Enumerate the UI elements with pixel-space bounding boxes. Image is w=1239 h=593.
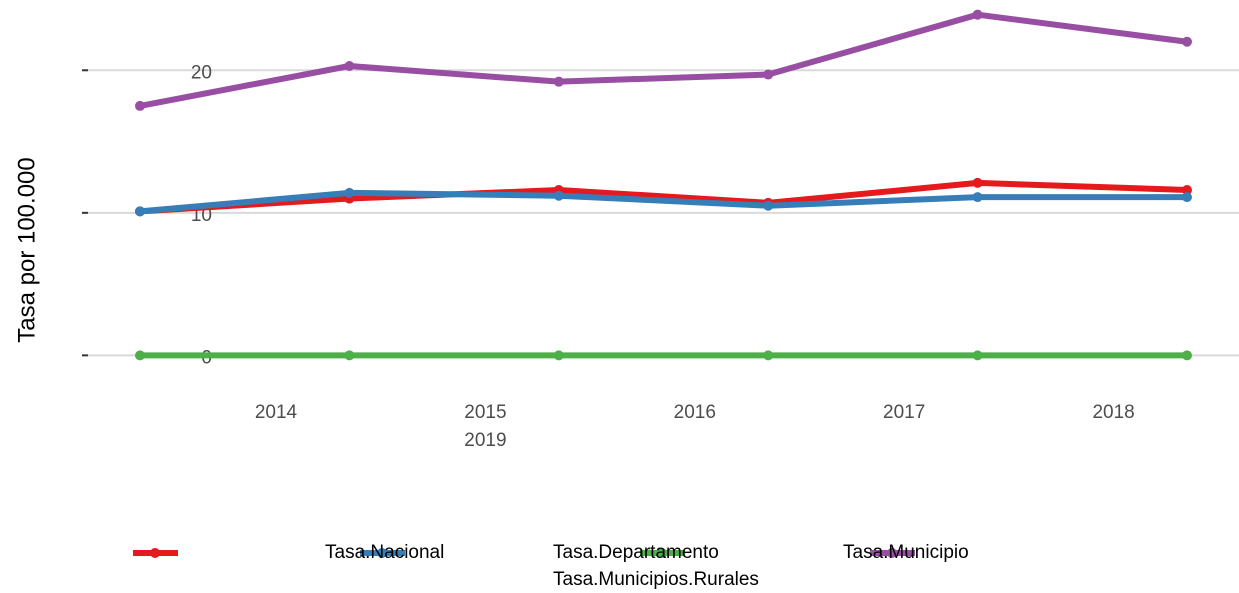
y-tick-label: 20	[191, 62, 212, 83]
legend-label: Tasa.Departamento	[553, 542, 719, 563]
point	[972, 192, 983, 203]
series-line	[139, 179, 1188, 215]
point	[344, 187, 355, 198]
point	[1182, 36, 1192, 47]
point	[1182, 350, 1192, 361]
legend-label: Tasa.Municipio	[843, 542, 969, 563]
point	[553, 76, 564, 87]
y-axis-label: Tasa por 100.000	[13, 157, 40, 342]
point	[972, 177, 983, 188]
x-tick-label: 2019	[464, 430, 506, 451]
point	[763, 350, 774, 361]
point	[972, 350, 983, 361]
legend-label: Tasa.Nacional	[325, 542, 444, 563]
x-tick-label: 2014	[255, 402, 298, 423]
legend-key-point	[377, 548, 387, 558]
x-tick-label: 2017	[883, 402, 925, 423]
x-tick-label: 2016	[674, 402, 716, 423]
legend-key-point	[150, 548, 160, 558]
point	[344, 350, 355, 361]
point	[135, 206, 145, 217]
point	[1182, 192, 1192, 203]
point	[553, 350, 564, 361]
point	[344, 60, 355, 71]
series-line	[139, 11, 1188, 109]
point	[553, 190, 564, 201]
x-tick-label: 2015	[464, 402, 506, 423]
point	[135, 100, 145, 111]
legend-key-point	[657, 548, 667, 558]
point	[1182, 185, 1192, 196]
point	[135, 350, 145, 361]
series-line	[139, 189, 1187, 215]
legend-label: Tasa.Municipios.Rurales	[553, 569, 759, 590]
point	[763, 200, 774, 211]
point	[972, 9, 983, 20]
legend-key-point	[887, 548, 897, 558]
x-tick-label: 2018	[1092, 402, 1134, 423]
point	[763, 69, 774, 80]
